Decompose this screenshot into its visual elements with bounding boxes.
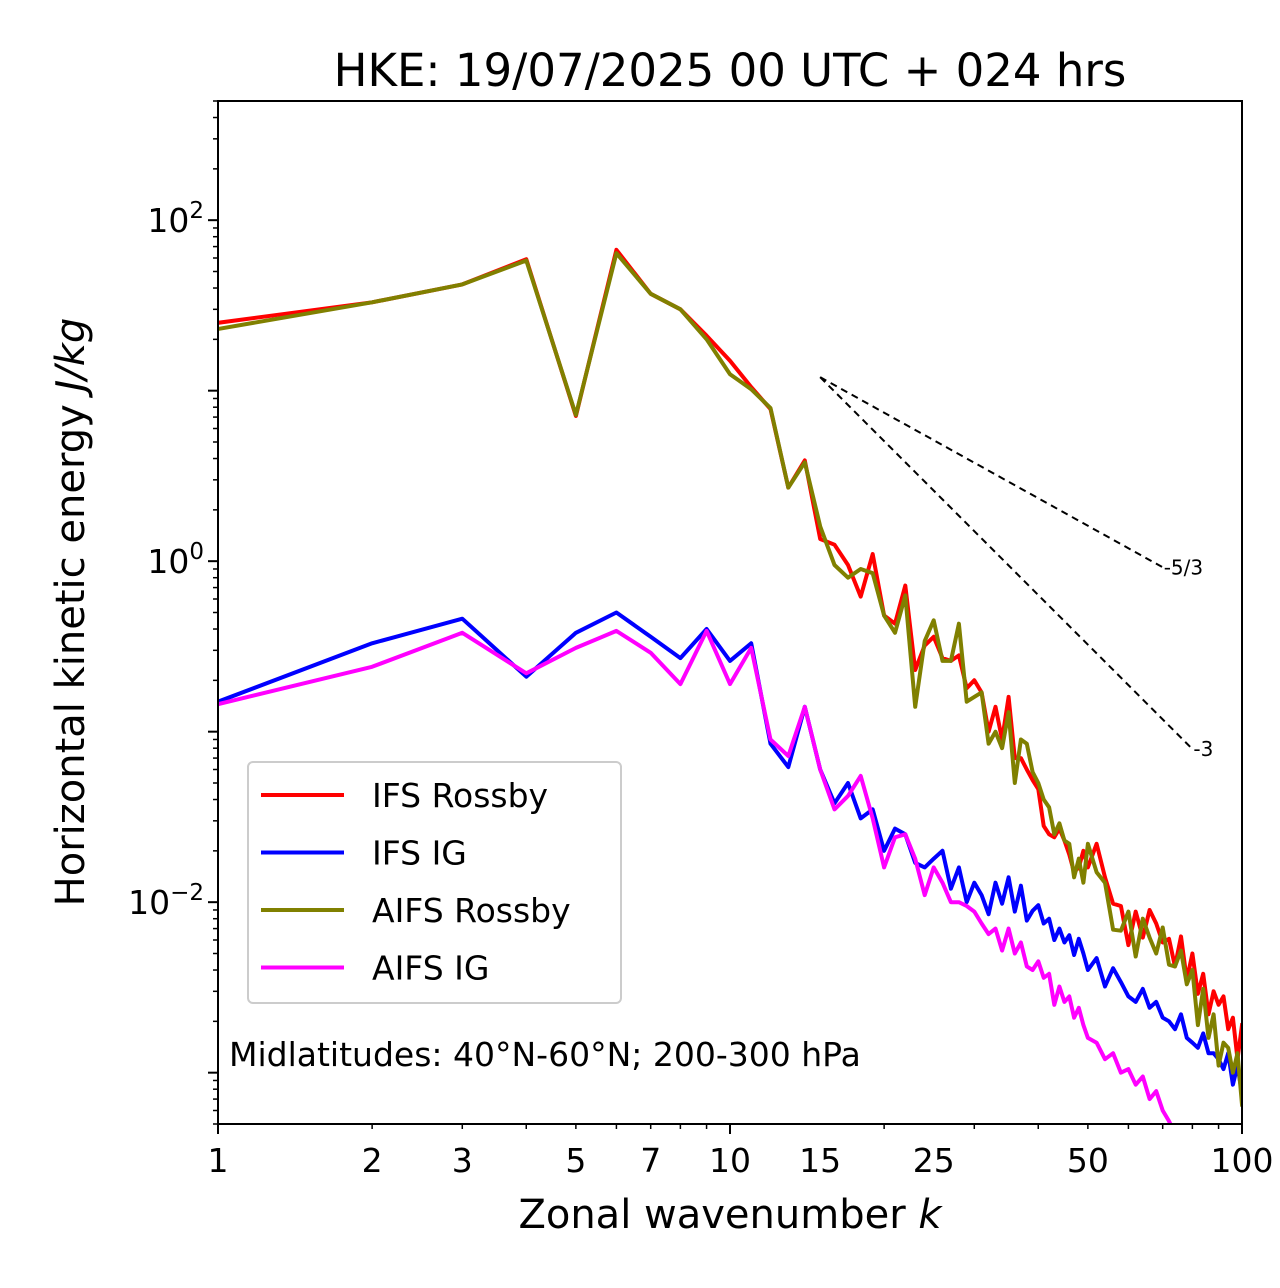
legend: IFS Rossby IFS IG AIFS Rossby AIFS IG bbox=[247, 761, 622, 1004]
x-axis-label-text: Zonal wavenumber bbox=[518, 1192, 918, 1238]
reference-line-label-1: -5/3 bbox=[1164, 555, 1203, 579]
reference-line-slope-1 bbox=[819, 376, 1164, 569]
y-axis-label: Horizontal kinetic energy J/kg bbox=[48, 318, 94, 907]
reference-line-label-2: -3 bbox=[1193, 737, 1213, 761]
y-tick-label: 10−2 bbox=[128, 880, 204, 922]
x-axis-ticks: 1 2 3 5 7 10 15 25 50 100 bbox=[208, 1124, 1274, 1180]
x-tick-label: 50 bbox=[1067, 1141, 1109, 1180]
x-tick-label: 100 bbox=[1211, 1141, 1274, 1180]
reference-line-slope-2 bbox=[819, 376, 1194, 750]
x-tick-label: 3 bbox=[452, 1141, 473, 1180]
x-tick-label: 7 bbox=[640, 1141, 661, 1180]
legend-label-aifs-ig: AIFS IG bbox=[372, 949, 489, 988]
legend-label-aifs-rossby: AIFS Rossby bbox=[372, 891, 571, 930]
legend-items: IFS Rossby IFS IG AIFS Rossby AIFS IG bbox=[261, 776, 571, 988]
x-tick-label: 15 bbox=[799, 1141, 841, 1180]
legend-label-ifs-rossby: IFS Rossby bbox=[372, 776, 548, 815]
x-tick-label: 5 bbox=[565, 1141, 586, 1180]
y-tick-label: 100 bbox=[147, 539, 204, 581]
x-tick-label: 25 bbox=[913, 1141, 955, 1180]
reference-slope-lines: -5/3 -3 bbox=[819, 376, 1213, 761]
x-tick-label: 10 bbox=[709, 1141, 751, 1180]
series-line-aifs-rossby bbox=[218, 251, 1242, 1107]
series-layer bbox=[218, 247, 1242, 1124]
x-tick-label: 1 bbox=[208, 1141, 229, 1180]
series-line-ifs-ig bbox=[218, 610, 1242, 1097]
y-axis-label-variable: J/kg bbox=[48, 318, 94, 399]
chart-title: HKE: 19/07/2025 00 UTC + 024 hrs bbox=[334, 44, 1127, 97]
x-tick-label: 2 bbox=[362, 1141, 383, 1180]
y-axis-ticks: 102 100 10−2 bbox=[128, 100, 218, 1125]
series-line-aifs-ig bbox=[218, 628, 1173, 1124]
y-tick-label: 102 bbox=[147, 198, 204, 240]
x-axis-label: Zonal wavenumber k bbox=[518, 1192, 943, 1238]
x-axis-label-variable: k bbox=[918, 1192, 943, 1238]
legend-label-ifs-ig: IFS IG bbox=[372, 834, 467, 873]
y-axis-label-text: Horizontal kinetic energy bbox=[48, 392, 94, 907]
legend-box bbox=[247, 761, 622, 1004]
region-annotation: Midlatitudes: 40°N-60°N; 200-300 hPa bbox=[229, 1035, 861, 1074]
